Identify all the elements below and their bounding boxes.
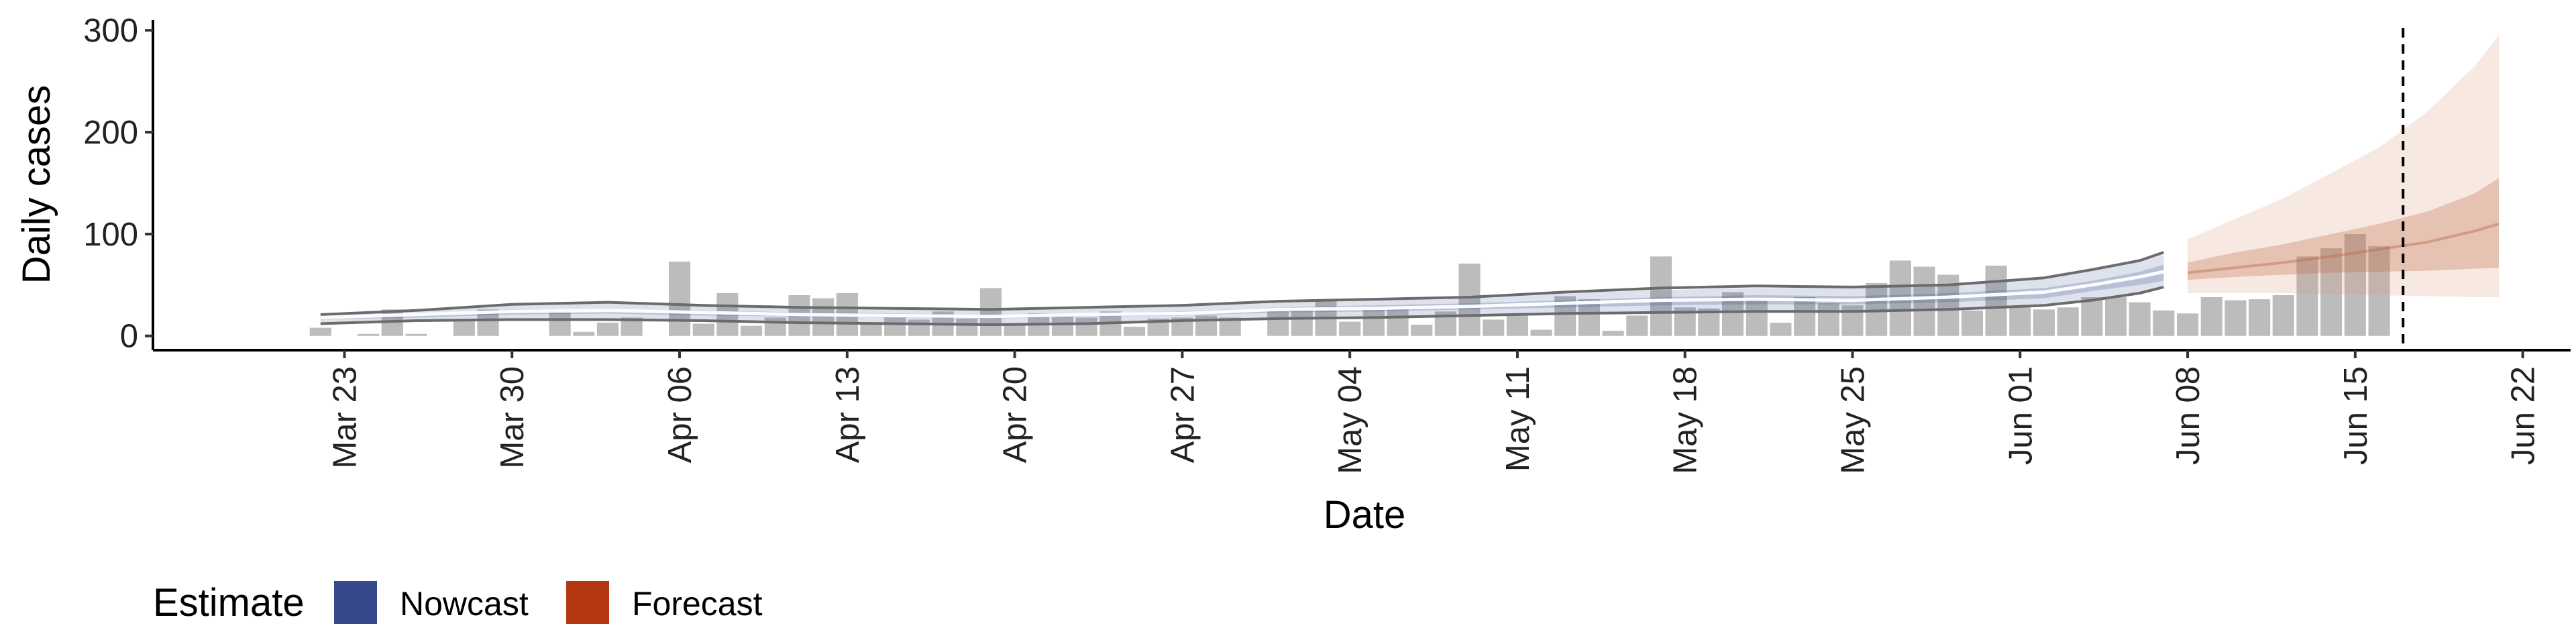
case-bar (2081, 297, 2103, 336)
case-bar (1913, 266, 1935, 336)
case-bar (1602, 331, 1624, 336)
case-bar (358, 333, 380, 336)
observed-cases-bars (309, 233, 2390, 336)
case-bar (979, 288, 1002, 336)
legend-key-forecast (566, 581, 609, 624)
y-tick-label: 100 (83, 217, 138, 253)
case-bar (1075, 317, 1097, 336)
case-bar (1578, 299, 1600, 336)
y-tick-label: 300 (83, 13, 138, 49)
legend-title: Estimate (153, 581, 305, 625)
x-tick-label: May 11 (1500, 366, 1536, 472)
nowcast-lower-line (320, 285, 2164, 326)
case-bar (1985, 266, 2007, 336)
x-tick-label: Jun 15 (2338, 366, 2374, 465)
nowcast-series (320, 251, 2165, 326)
case-bar (573, 331, 595, 336)
forecast-band-50 (2188, 178, 2499, 280)
y-tick-label: 200 (83, 115, 138, 151)
case-bar (741, 325, 763, 336)
forecast-series (2187, 35, 2500, 298)
legend-label-nowcast: Nowcast (400, 585, 529, 623)
case-bar (1291, 307, 1313, 336)
case-bar (2153, 310, 2175, 336)
x-axis: Mar 23 Mar 30 Apr 06 Apr 13 Apr 20 Apr 27 May … (153, 349, 2571, 474)
x-tick-label: May 18 (1668, 366, 1704, 474)
case-bar (2057, 307, 2079, 336)
forecast-band-90 (2188, 35, 2499, 298)
case-bar (2129, 302, 2151, 336)
case-bar (1267, 311, 1289, 336)
case-bar (2224, 300, 2247, 336)
x-tick-label: Apr 20 (998, 366, 1034, 463)
case-bar (2105, 297, 2127, 336)
case-bar (453, 321, 475, 336)
case-bar (1506, 314, 1528, 336)
case-bar (2033, 309, 2055, 336)
case-bar (1483, 319, 1505, 336)
x-tick-label: May 25 (1835, 366, 1872, 474)
case-bar (1794, 297, 1816, 336)
x-tick-label: Jun 22 (2506, 366, 2542, 465)
case-bar (812, 298, 835, 336)
case-bar (309, 327, 331, 336)
case-bar (1746, 299, 1768, 336)
case-bar (1411, 325, 1433, 336)
case-bar (2200, 297, 2222, 336)
case-bar (405, 333, 427, 336)
x-tick-label: Mar 23 (327, 366, 363, 469)
case-bar (2344, 233, 2366, 336)
case-bar (2368, 246, 2390, 336)
case-bar (2296, 256, 2318, 336)
case-bar (764, 317, 786, 336)
case-bar (1866, 282, 1888, 336)
case-bar (1817, 303, 1839, 336)
case-bar (860, 325, 882, 336)
case-bar (1339, 321, 1361, 336)
case-bar (1124, 327, 1146, 336)
case-bar (1650, 256, 1672, 336)
nowcast-band-50 (320, 264, 2164, 320)
case-bar (884, 317, 906, 336)
case-bar (596, 323, 619, 336)
case-bar (2009, 307, 2031, 336)
y-axis-title: Daily cases (15, 85, 58, 284)
y-tick-label: 0 (120, 319, 138, 355)
x-tick-label: Jun 01 (2002, 366, 2039, 465)
forecast-median-line (2187, 222, 2500, 274)
x-tick-label: May 04 (1332, 366, 1368, 474)
case-bar (1770, 323, 1792, 336)
case-bar (1458, 263, 1481, 336)
legend: Estimate Nowcast Forecast (153, 581, 763, 625)
legend-label-forecast: Forecast (632, 585, 763, 623)
nowcast-upper-line (320, 251, 2165, 316)
case-bar (2249, 299, 2271, 336)
nowcast-band-90 (320, 254, 2164, 324)
case-bar (908, 319, 930, 336)
x-tick-label: Apr 13 (830, 366, 866, 463)
x-tick-label: Apr 27 (1165, 366, 1201, 463)
case-bar (1626, 315, 1648, 336)
case-bar (549, 311, 571, 336)
case-bar (1961, 310, 1983, 336)
case-bar (692, 323, 714, 336)
x-tick-label: Mar 30 (494, 366, 531, 469)
case-bar (2272, 295, 2294, 336)
x-tick-label: Apr 06 (662, 366, 698, 463)
legend-key-nowcast (334, 581, 377, 624)
case-bar (2177, 313, 2199, 336)
case-bar (669, 261, 691, 336)
case-bar (1530, 329, 1552, 336)
x-axis-title: Date (1324, 493, 1406, 537)
case-bar (1387, 308, 1409, 336)
case-bar (1004, 323, 1026, 336)
case-bar (1362, 307, 1385, 336)
case-bar (956, 318, 978, 336)
case-bar (2320, 248, 2343, 336)
nowcast-median-line (320, 270, 2164, 319)
y-axis: 0 100 200 300 (83, 13, 154, 355)
x-tick-label: Jun 08 (2170, 366, 2206, 465)
